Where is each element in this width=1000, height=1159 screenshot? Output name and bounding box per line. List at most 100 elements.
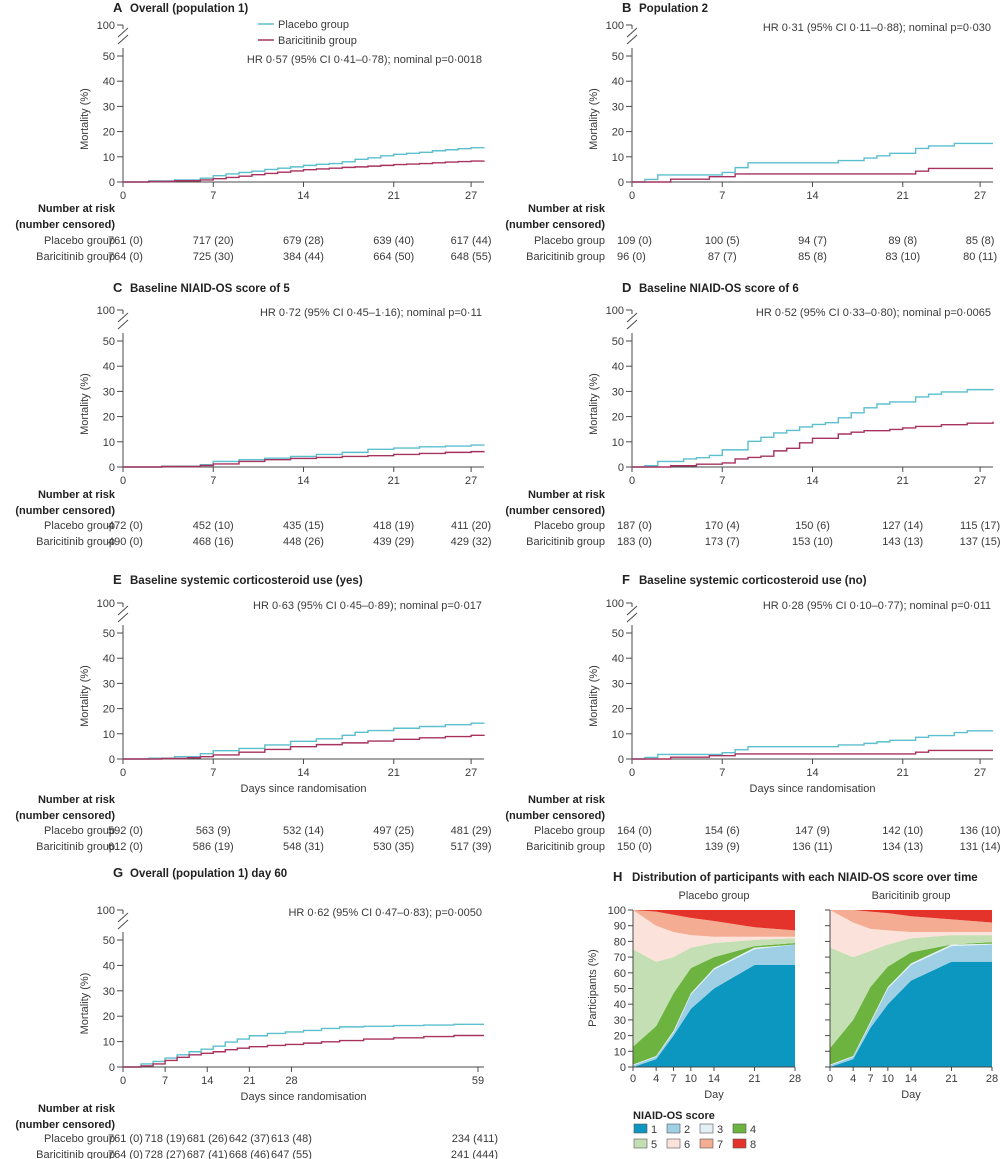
risk-cell-baricitinib: 468 (16) [193, 536, 234, 548]
risk-cell-baricitinib: 85 (8) [798, 251, 827, 263]
x-tick-label: 28 [789, 1073, 801, 1085]
subpanel-title: Baricitinib group [872, 890, 951, 902]
risk-cell-baricitinib: 728 (27) [145, 1149, 186, 1159]
x-tick-label: 21 [243, 1075, 255, 1087]
risk-cell-placebo: 136 (10) [960, 825, 1000, 837]
panel-letter: G [113, 865, 123, 880]
legend-swatch-score-2 [666, 1123, 681, 1134]
y-tick-label: 40 [614, 999, 626, 1011]
risk-row-label-placebo: Placebo group [534, 520, 605, 532]
axis-break-mark [117, 34, 129, 45]
area-score-4 [830, 942, 992, 1065]
x-tick-label: 0 [629, 475, 635, 487]
y-tick-label: 20 [614, 1031, 626, 1043]
x-tick-label: 14 [201, 1075, 213, 1087]
legend-label-score-5: 5 [651, 1139, 657, 1151]
x-tick-label: 27 [974, 475, 986, 487]
km-curve-placebo [632, 388, 994, 468]
risk-cell-placebo: 718 (19) [145, 1133, 186, 1145]
y-tick-label: 100 [606, 20, 624, 32]
y-axis-label: Mortality (%) [588, 665, 600, 727]
y-tick-label: 40 [103, 76, 115, 88]
y-tick-label: 20 [103, 704, 115, 716]
x-tick-label: 4 [653, 1073, 659, 1085]
legend-label-placebo: Placebo group [278, 19, 349, 31]
risk-table-header: Number at risk [528, 203, 606, 215]
x-tick-label: 21 [897, 767, 909, 779]
legend-label-score-4: 4 [750, 1124, 756, 1136]
risk-table-header: Number at risk [528, 489, 606, 501]
risk-cell-placebo: 563 (9) [196, 825, 231, 837]
risk-cell-placebo: 418 (19) [373, 520, 414, 532]
legend-swatch-score-3 [699, 1123, 714, 1134]
risk-cell-baricitinib: 448 (26) [283, 536, 324, 548]
risk-table-subheader: (number censored) [505, 810, 605, 822]
risk-cell-placebo: 679 (28) [283, 235, 324, 247]
x-tick-label: 28 [285, 1075, 297, 1087]
x-tick-label: 28 [986, 1073, 998, 1085]
y-tick-label: 30 [612, 101, 624, 113]
panel-title: Baseline systemic corticosteroid use (no… [639, 575, 867, 587]
subpanel-title: Placebo group [679, 890, 750, 902]
legend-swatch-score-5 [633, 1138, 648, 1149]
y-tick-label: 40 [103, 960, 115, 972]
risk-table-subheader: (number censored) [505, 219, 605, 231]
area-score-2 [633, 944, 795, 1067]
axis-break-mark [626, 27, 638, 38]
risk-cell-placebo: 100 (5) [705, 235, 740, 247]
axis-break-mark [626, 319, 638, 330]
axis-break-mark [117, 605, 129, 616]
risk-cell-baricitinib: 439 (29) [373, 536, 414, 548]
y-tick-label: 30 [103, 101, 115, 113]
legend-label-baricitinib: Baricitinib group [278, 35, 357, 47]
y-tick-label: 40 [612, 361, 624, 373]
y-tick-label: 30 [612, 678, 624, 690]
legend-label-score-2: 2 [684, 1124, 690, 1136]
y-tick-label: 100 [97, 20, 115, 32]
area-score-7 [830, 910, 992, 932]
x-axis-label: Day [901, 1089, 921, 1101]
risk-table-header: Number at risk [38, 203, 116, 215]
risk-cell-placebo: 497 (25) [373, 825, 414, 837]
risk-table-subheader: (number censored) [505, 505, 605, 517]
x-tick-label: 7 [210, 475, 216, 487]
legend-swatch-score-1 [633, 1123, 648, 1134]
risk-cell-baricitinib: 153 (10) [792, 536, 833, 548]
area-score-5 [830, 935, 992, 1049]
x-axis-label: Days since randomisation [241, 783, 367, 795]
risk-cell-baricitinib: 586 (19) [193, 841, 234, 853]
risk-cell-placebo: 109 (0) [617, 235, 652, 247]
hazard-ratio-annotation: HR 0·31 (95% CI 0·11–0·88); nominal p=0·… [763, 22, 991, 34]
y-tick-label: 100 [97, 598, 115, 610]
y-tick-label: 100 [606, 598, 624, 610]
x-tick-label: 10 [685, 1073, 697, 1085]
legend-swatch-score-8 [732, 1138, 747, 1149]
panel-letter: H [613, 869, 622, 884]
risk-table-subheader: (number censored) [15, 505, 115, 517]
y-tick-label: 40 [612, 653, 624, 665]
risk-cell-baricitinib: 150 (0) [617, 841, 652, 853]
hazard-ratio-annotation: HR 0·63 (95% CI 0·45–0·89); nominal p=0·… [253, 600, 482, 612]
y-tick-label: 80 [614, 936, 626, 948]
x-tick-label: 59 [472, 1075, 484, 1087]
y-tick-label: 90 [614, 921, 626, 933]
risk-row-label-baricitinib: Baricitinib group [526, 841, 605, 853]
x-tick-label: 14 [297, 190, 309, 202]
y-tick-label: 30 [103, 986, 115, 998]
y-tick-label: 50 [612, 628, 624, 640]
legend-swatch-score-4 [732, 1123, 747, 1134]
risk-cell-baricitinib: 548 (31) [283, 841, 324, 853]
panel-title: Distribution of participants with each N… [632, 872, 978, 884]
area-panel-baricitinib: Baricitinib group 0 4 7 10 14 21 28 Day [825, 890, 998, 1101]
x-tick-label: 21 [945, 1073, 957, 1085]
x-tick-label: 14 [297, 475, 309, 487]
risk-cell-baricitinib: 648 (55) [451, 251, 492, 263]
x-tick-label: 0 [120, 767, 126, 779]
km-curve-baricitinib [632, 421, 994, 468]
risk-cell-placebo: 164 (0) [617, 825, 652, 837]
x-tick-label: 4 [850, 1073, 856, 1085]
risk-row-label-placebo: Placebo group [44, 1133, 115, 1145]
x-tick-label: 0 [630, 1073, 636, 1085]
y-tick-label: 50 [612, 336, 624, 348]
axis-break-mark [117, 912, 129, 923]
